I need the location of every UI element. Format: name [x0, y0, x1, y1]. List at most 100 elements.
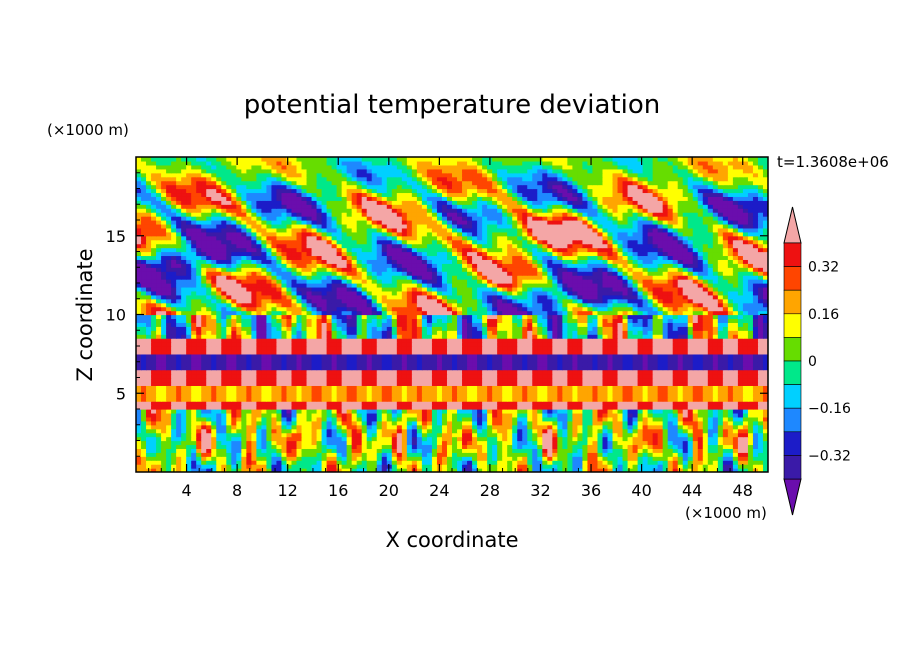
field-cell	[707, 318, 714, 323]
field-cell	[602, 440, 609, 446]
field-cell	[236, 314, 242, 320]
field-cell	[587, 444, 594, 449]
field-cell	[286, 424, 293, 430]
field-cell	[472, 314, 478, 320]
field-cell	[722, 432, 729, 438]
field-cell	[431, 416, 438, 422]
field-cell	[321, 322, 328, 327]
field-cell	[657, 436, 664, 442]
field-cell	[151, 405, 157, 410]
field-cell	[291, 346, 298, 351]
field-cell	[401, 416, 408, 422]
field-cell	[617, 397, 624, 402]
field-cell	[477, 373, 483, 379]
field-cell	[336, 365, 343, 371]
field-cell	[306, 389, 313, 394]
field-cell	[637, 330, 644, 335]
field-cell	[537, 369, 543, 375]
field-cell	[406, 468, 413, 472]
field-cell	[642, 397, 649, 402]
field-cell	[146, 342, 152, 347]
field-cell	[717, 381, 724, 386]
field-cell	[747, 464, 754, 469]
field-cell	[376, 456, 383, 461]
field-cell	[712, 397, 719, 402]
field-cell	[251, 330, 257, 335]
field-cell	[151, 409, 157, 414]
field-cell	[752, 424, 759, 430]
field-cell	[196, 444, 202, 449]
field-cell	[632, 353, 639, 359]
field-cell	[752, 401, 759, 406]
field-cell	[216, 322, 222, 327]
field-cell	[291, 468, 298, 472]
field-cell	[682, 440, 689, 446]
field-cell	[672, 409, 679, 414]
field-cell	[472, 412, 478, 418]
field-cell	[677, 342, 684, 347]
field-cell	[341, 416, 348, 422]
field-cell	[136, 393, 142, 398]
field-cell	[607, 377, 614, 383]
field-cell	[161, 448, 167, 453]
field-cell	[582, 420, 589, 426]
field-cell	[346, 365, 353, 371]
field-cell	[657, 401, 664, 406]
field-cell	[406, 436, 413, 442]
field-cell	[737, 468, 744, 472]
field-cell	[231, 322, 237, 327]
field-cell	[421, 314, 428, 320]
field-cell	[637, 373, 644, 379]
field-cell	[211, 393, 217, 398]
field-cell	[406, 357, 413, 363]
field-cell	[416, 393, 423, 398]
field-cell	[336, 436, 343, 442]
field-cell	[186, 314, 192, 320]
field-cell	[722, 389, 729, 394]
field-cell	[346, 381, 353, 386]
field-cell	[462, 464, 468, 469]
field-cell	[572, 409, 578, 414]
field-cell	[271, 436, 278, 442]
field-cell	[587, 381, 594, 386]
field-cell	[757, 460, 764, 465]
field-cell	[421, 338, 428, 343]
field-cell	[712, 393, 719, 398]
field-cell	[472, 385, 478, 390]
field-cell	[326, 464, 333, 469]
field-cell	[617, 342, 624, 347]
field-cell	[271, 460, 278, 465]
field-cell	[707, 405, 714, 410]
field-cell	[732, 464, 739, 469]
field-cell	[547, 432, 553, 438]
field-cell	[376, 385, 383, 390]
field-cell	[667, 456, 674, 461]
field-cell	[231, 452, 237, 457]
field-cell	[662, 440, 669, 446]
field-cell	[677, 377, 684, 383]
field-cell	[151, 424, 157, 430]
field-cell	[176, 448, 182, 453]
field-cell	[572, 365, 578, 371]
field-cell	[156, 334, 162, 339]
field-cell	[251, 357, 257, 363]
field-cell	[497, 401, 503, 406]
field-cell	[411, 397, 418, 402]
field-cell	[316, 349, 323, 355]
field-cell	[211, 405, 217, 410]
field-cell	[236, 353, 242, 359]
field-cell	[246, 349, 252, 355]
field-cell	[226, 452, 232, 457]
field-cell	[742, 385, 749, 390]
field-cell	[747, 416, 754, 422]
field-cell	[512, 416, 518, 422]
field-cell	[742, 377, 749, 383]
field-cell	[497, 318, 503, 323]
field-cell	[557, 346, 563, 351]
field-cell	[376, 468, 383, 472]
field-cell	[346, 420, 353, 426]
field-cell	[452, 416, 458, 422]
field-cell	[226, 330, 232, 335]
field-cell	[487, 381, 493, 386]
field-cell	[186, 424, 192, 430]
